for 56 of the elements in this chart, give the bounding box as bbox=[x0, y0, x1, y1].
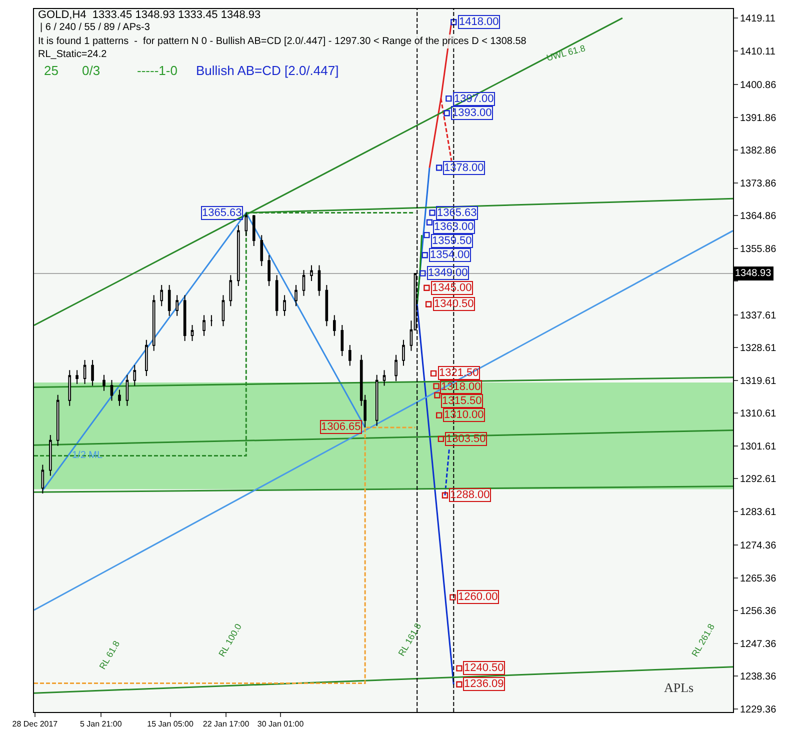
annotation: 1365.63 bbox=[202, 207, 242, 219]
x-tick-label: 28 Dec 2017 bbox=[12, 720, 58, 729]
annotation: Bullish AB=CD [2.0/.447] bbox=[196, 63, 339, 78]
ref-line-label: 1348.93 bbox=[735, 268, 772, 279]
annotation: | 6 / 240 / 55 / 89 / APs-3 bbox=[40, 22, 150, 33]
y-tick-label: 1419.11 bbox=[740, 14, 776, 25]
annotation: 1365.63 bbox=[437, 207, 477, 219]
annotation: 1418.00 bbox=[459, 16, 499, 28]
y-tick-label: 1410.11 bbox=[740, 46, 776, 58]
annotation: -----1-0 bbox=[137, 63, 178, 78]
y-tick-label: 1265.36 bbox=[740, 573, 777, 584]
annotation: 1345.00 bbox=[432, 282, 472, 294]
annotation: APLs bbox=[664, 680, 694, 695]
annotation: 1310.00 bbox=[444, 409, 484, 421]
annotation: 1260.00 bbox=[458, 591, 498, 603]
annotation: 1240.50 bbox=[464, 662, 504, 674]
y-tick-label: 1364.86 bbox=[740, 211, 777, 222]
annotation: 1363.00 bbox=[434, 221, 474, 233]
y-tick-label: 1319.61 bbox=[740, 376, 777, 387]
y-tick-label: 1391.86 bbox=[740, 112, 777, 124]
chart-title: GOLD,H4 1333.45 1348.93 1333.45 1348.93 bbox=[38, 8, 261, 21]
annotation: 1315.50 bbox=[442, 395, 482, 407]
y-tick-label: 1283.61 bbox=[740, 506, 777, 518]
annotation: 1318.00 bbox=[441, 381, 481, 393]
annotation: RL_Static=24.2 bbox=[38, 49, 108, 60]
y-tick-label: 1301.61 bbox=[740, 441, 777, 452]
y-tick-label: 1310.61 bbox=[740, 408, 777, 420]
annotation: 1288.00 bbox=[450, 489, 490, 501]
annotation: 1349.00 bbox=[428, 267, 468, 279]
y-tick-label: 1247.36 bbox=[740, 638, 777, 650]
annotation: It is found 1 patterns - for pattern N 0 - Bullish AB=CD [2.0/.447] - 1297.30 < Range of the prices D < 1308.58 bbox=[38, 36, 527, 47]
y-tick-label: 1382.86 bbox=[740, 146, 777, 157]
y-tick-label: 1292.61 bbox=[740, 474, 777, 486]
x-tick-label: 22 Jan 17:00 bbox=[202, 720, 250, 729]
annotation: 1354.00 bbox=[430, 249, 470, 261]
y-tick-label: 1337.61 bbox=[740, 310, 777, 322]
y-tick-label: 1400.86 bbox=[740, 80, 777, 92]
y-tick-label: 1256.36 bbox=[740, 606, 777, 618]
y-tick-label: 1355.86 bbox=[740, 244, 777, 255]
annotation: 1306.65 bbox=[321, 421, 361, 433]
annotation: 1359.50 bbox=[432, 235, 472, 247]
x-tick-label: 30 Jan 01:00 bbox=[257, 720, 304, 729]
annotation: 25 bbox=[44, 63, 58, 78]
y-tick-label: 1274.36 bbox=[740, 540, 777, 552]
annotation: 1393.00 bbox=[452, 107, 492, 119]
y-tick-label: 1328.61 bbox=[740, 343, 777, 354]
annotation: 1236.09 bbox=[464, 678, 504, 690]
annotation: 1303.50 bbox=[446, 433, 486, 445]
x-tick-label: 5 Jan 21:00 bbox=[80, 720, 122, 729]
annotation: 0/3 bbox=[82, 63, 100, 78]
y-tick-label: 1373.86 bbox=[740, 178, 777, 190]
annotation: 1340.50 bbox=[434, 298, 474, 310]
y-tick-label: 1229.36 bbox=[740, 704, 777, 716]
x-tick-label: 15 Jan 05:00 bbox=[147, 720, 194, 729]
annotation: 1378.00 bbox=[444, 162, 484, 174]
y-tick-label: 1238.36 bbox=[740, 672, 777, 683]
